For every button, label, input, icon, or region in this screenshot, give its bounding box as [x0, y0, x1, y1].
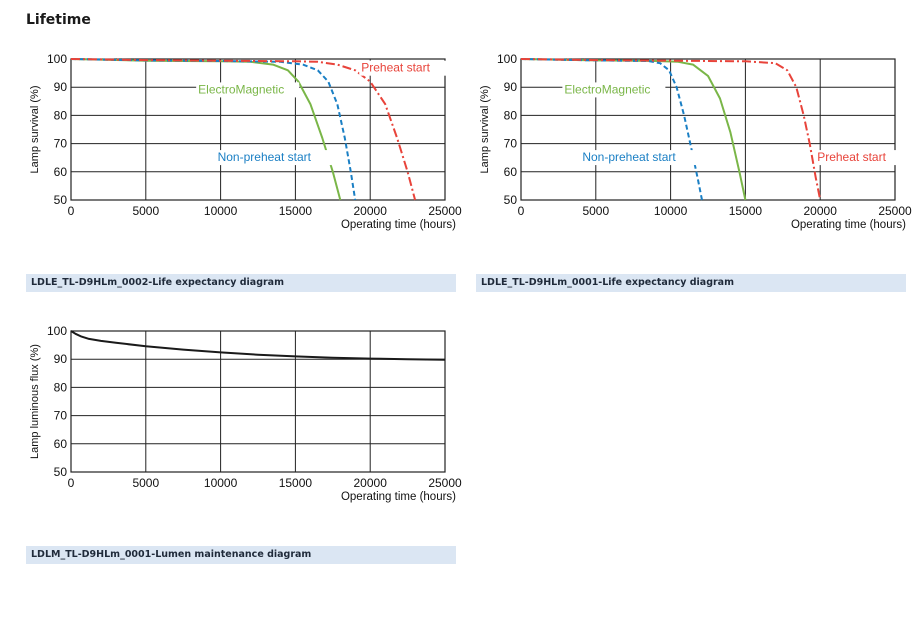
x-axis-label: Operating time (hours): [791, 219, 906, 231]
x-tick-label: 0: [68, 204, 75, 218]
plot-frame: [520, 58, 896, 201]
caption-life-expectancy-0002: LDLE_TL-D9HLm_0002-Life expectancy diagr…: [26, 274, 456, 292]
y-tick-label: 60: [504, 165, 518, 179]
series-label-preheat-start: Preheat start: [817, 150, 886, 164]
y-tick-label: 50: [54, 193, 68, 207]
x-axis-label: Operating time (hours): [341, 219, 456, 231]
y-tick-label: 80: [504, 108, 518, 122]
series-label-bg: [215, 150, 332, 166]
series-line-preheat-start: [520, 58, 822, 201]
series-label-bg: [815, 150, 906, 166]
y-tick-label: 100: [47, 52, 67, 66]
x-axis-label: Operating time (hours): [341, 491, 456, 503]
series-label-non-preheat-start: Non-preheat start: [582, 150, 676, 164]
caption-lumen-maintenance: LDLM_TL-D9HLm_0001-Lumen maintenance dia…: [26, 546, 456, 564]
x-tick-label: 15000: [279, 476, 313, 490]
y-tick-label: 50: [54, 465, 68, 479]
plot-frame: [70, 58, 446, 201]
x-tick-label: 5000: [582, 204, 609, 218]
series-label-non-preheat-start: Non-preheat start: [218, 150, 312, 164]
x-tick-label: 10000: [204, 204, 238, 218]
section-title: Lifetime: [26, 12, 91, 28]
y-tick-label: 70: [504, 137, 518, 151]
x-tick-label: 10000: [204, 476, 238, 490]
series-label-preheat-start: Preheat start: [361, 61, 430, 75]
y-tick-label: 50: [504, 193, 518, 207]
y-tick-label: 80: [54, 380, 68, 394]
series-label-bg: [196, 82, 300, 98]
series-label-electromagnetic: ElectroMagnetic: [198, 82, 284, 96]
y-tick-label: 70: [54, 409, 68, 423]
x-tick-label: 5000: [132, 204, 159, 218]
y-tick-label: 100: [47, 324, 67, 338]
x-tick-label: 20000: [354, 476, 388, 490]
series-label-electromagnetic: ElectroMagnetic: [564, 82, 650, 96]
y-tick-label: 90: [504, 80, 518, 94]
series-label-bg: [562, 82, 666, 98]
x-tick-label: 0: [518, 204, 525, 218]
y-tick-label: 90: [54, 352, 68, 366]
series-label-bg: [359, 60, 450, 76]
x-tick-label: 15000: [729, 204, 763, 218]
y-tick-label: 80: [54, 108, 68, 122]
x-tick-label: 0: [68, 476, 75, 490]
y-axis-label: Lamp survival (%): [29, 85, 41, 173]
plot-area: [71, 331, 445, 472]
x-tick-label: 10000: [654, 204, 688, 218]
series-label-bg: [580, 150, 697, 166]
series-line-preheat-start: [70, 58, 417, 201]
y-axis-label: Lamp survival (%): [479, 85, 491, 173]
y-axis-label: Lamp luminous flux (%): [29, 344, 41, 459]
y-tick-label: 70: [54, 137, 68, 151]
x-tick-label: 20000: [804, 204, 838, 218]
y-tick-label: 60: [54, 165, 68, 179]
y-tick-label: 100: [497, 52, 517, 66]
x-tick-label: 5000: [132, 476, 159, 490]
x-tick-label: 25000: [878, 204, 912, 218]
x-tick-label: 15000: [279, 204, 313, 218]
y-tick-label: 90: [54, 80, 68, 94]
series-line-series: [70, 330, 446, 361]
y-tick-label: 60: [54, 437, 68, 451]
plot-frame: [70, 330, 446, 473]
x-tick-label: 20000: [354, 204, 388, 218]
x-tick-label: 25000: [428, 476, 462, 490]
caption-life-expectancy-0001: LDLE_TL-D9HLm_0001-Life expectancy diagr…: [476, 274, 906, 292]
x-tick-label: 25000: [428, 204, 462, 218]
series-line-non-preheat-start: [520, 58, 703, 201]
